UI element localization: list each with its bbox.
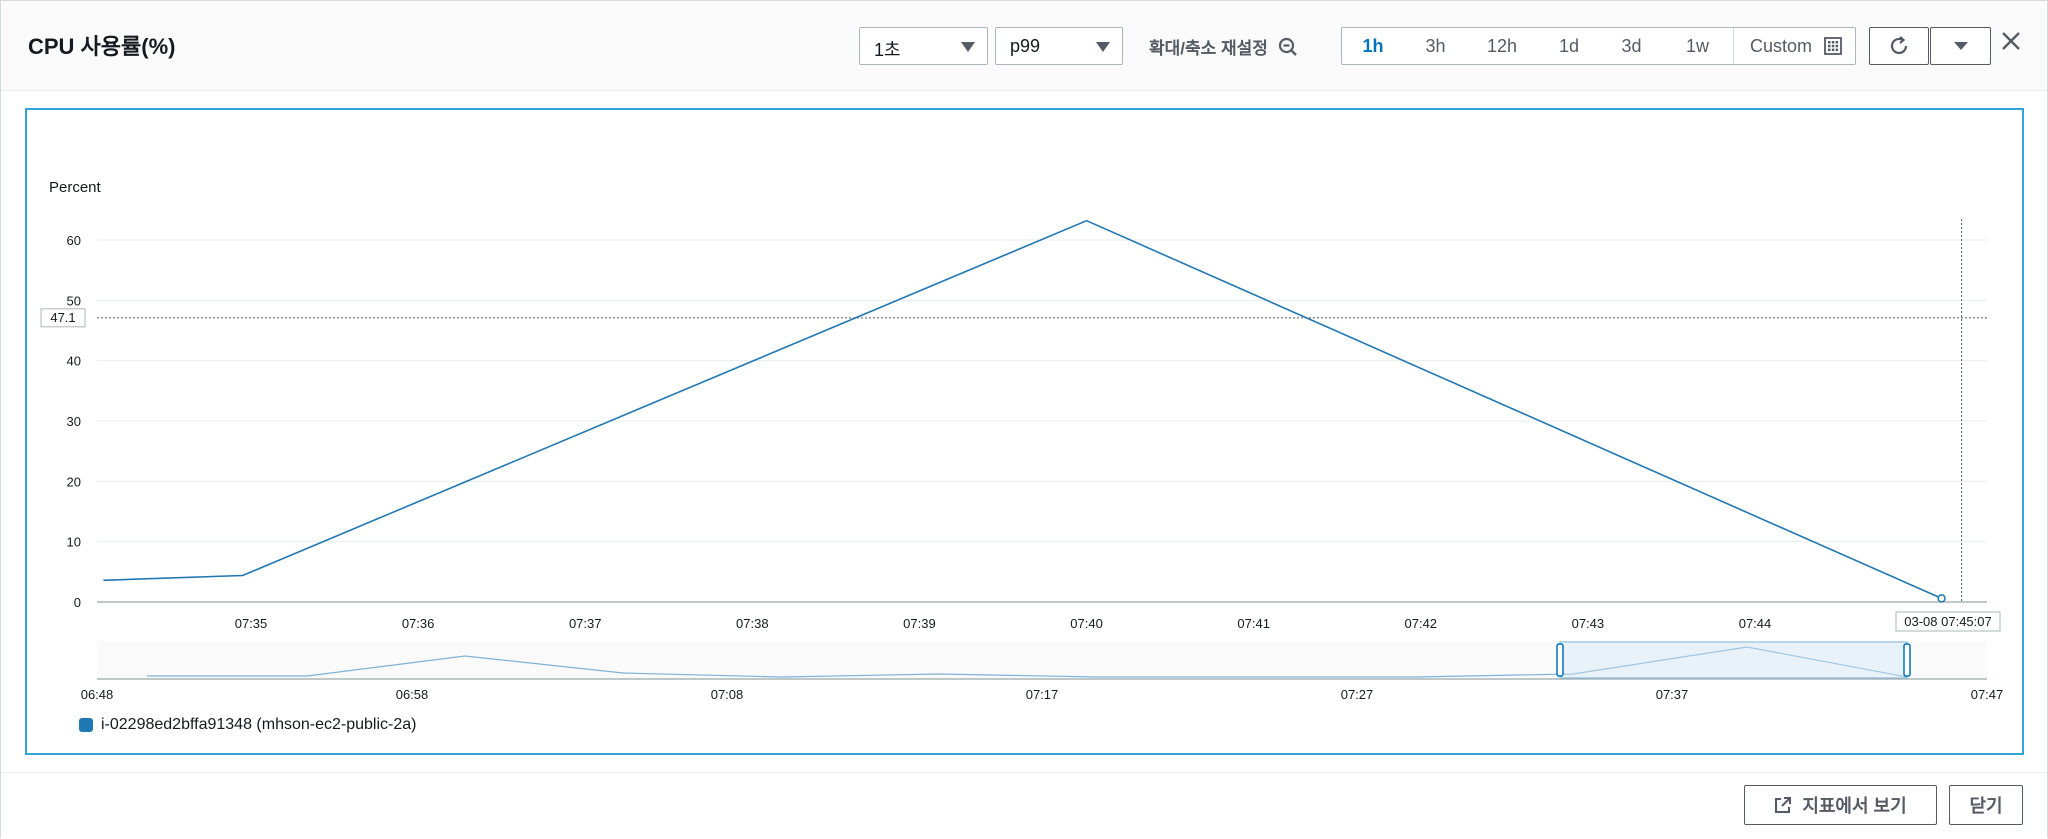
overview-series-line [147, 646, 1908, 678]
series-line[interactable] [103, 219, 1942, 600]
y-tick-label: 20 [67, 474, 81, 489]
range-1h[interactable]: 1h [1362, 35, 1384, 56]
y-axis-ticks: 0 10 20 30 40 50 60 [67, 233, 81, 610]
grid [97, 239, 1987, 603]
x-tick-label: 07:38 [736, 616, 769, 631]
external-link-icon [1775, 797, 1792, 813]
view-in-metrics-button[interactable]: 지표에서 보기 [1744, 785, 1937, 825]
crosshair-value-badge: 47.1 [40, 308, 86, 328]
y-axis-label: Percent [49, 179, 102, 196]
caret-down-icon [961, 42, 975, 52]
x-tick-label: 07:39 [903, 616, 936, 631]
crosshair-time-badge: 03-08 07:45:07 [1895, 611, 2001, 632]
y-tick-label: 0 [74, 595, 81, 610]
refresh-icon [1890, 36, 1908, 55]
overview-tick-label: 07:08 [711, 687, 744, 702]
x-tick-label: 07:44 [1739, 616, 1772, 631]
y-tick-label: 30 [67, 414, 81, 429]
range-3d[interactable]: 3d [1621, 35, 1642, 56]
overview-handle-left[interactable] [1556, 643, 1564, 677]
caret-down-icon [1096, 42, 1110, 52]
overview-tick-label: 06:48 [81, 687, 114, 702]
calendar-icon [1824, 37, 1842, 55]
overview-tick-label: 06:58 [396, 687, 429, 702]
x-tick-label: 07:43 [1572, 616, 1605, 631]
x-tick-label: 07:35 [235, 616, 268, 631]
overview-selection[interactable] [1559, 641, 1908, 679]
x-tick-label: 07:41 [1237, 616, 1270, 631]
statistic-select-value: p99 [1010, 36, 1041, 56]
y-tick-label: 40 [67, 354, 81, 369]
time-range-group: 1h 3h 12h 1d 3d 1w Custom [1341, 27, 1856, 65]
x-tick-label: 07:37 [569, 616, 602, 631]
crosshair-value: 47.1 [50, 310, 75, 325]
y-tick-label: 10 [67, 535, 81, 550]
overview-tick-label: 07:47 [1971, 687, 2004, 702]
period-select-value: 1초 [874, 40, 901, 60]
refresh-options-button[interactable] [1930, 27, 1991, 65]
x-tick-label: 07:40 [1070, 616, 1103, 631]
caret-down-icon [1953, 42, 1968, 50]
range-custom-label: Custom [1750, 35, 1813, 56]
overview-tick-label: 07:27 [1341, 687, 1374, 702]
range-1w[interactable]: 1w [1685, 35, 1709, 56]
x-tick-label: 07:36 [402, 616, 435, 631]
period-select[interactable]: 1초 [859, 27, 988, 65]
modal-title: CPU 사용률(%) [28, 34, 176, 59]
series-point[interactable] [1937, 594, 1946, 603]
overview-tick-label: 07:17 [1026, 687, 1059, 702]
statistic-select[interactable]: p99 [995, 27, 1123, 65]
view-in-metrics-label: 지표에서 보기 [1802, 796, 1907, 816]
overview-ticks: 06:48 06:58 07:08 07:17 07:27 07:37 07:47 [81, 687, 2004, 702]
zoom-out-icon [1278, 37, 1297, 56]
legend-label: i-02298ed2bffa91348 (mhson-ec2-public-2a… [101, 716, 417, 733]
x-axis-ticks: 07:35 07:36 07:37 07:38 07:39 07:40 07:41 07:42… [235, 616, 1772, 631]
range-1d[interactable]: 1d [1558, 35, 1580, 56]
zoom-reset-button[interactable]: 확대/축소 재설정 [1149, 34, 1298, 59]
y-tick-label: 50 [67, 293, 81, 308]
modal-footer [1, 772, 2047, 839]
y-tick-label: 60 [67, 233, 81, 248]
chart-legend[interactable]: i-02298ed2bffa91348 (mhson-ec2-public-2a… [79, 716, 416, 734]
range-custom[interactable]: Custom [1733, 28, 1855, 64]
close-icon[interactable] [1997, 27, 2025, 55]
range-3h[interactable]: 3h [1425, 35, 1446, 56]
legend-swatch [79, 718, 93, 732]
zoom-reset-label: 확대/축소 재설정 [1149, 39, 1268, 58]
overview-tick-label: 07:37 [1656, 687, 1689, 702]
modal-header: CPU 사용률(%) 1초 p99 확대/축소 재설정 1h 3h 12h 1d… [1, 1, 2047, 91]
chart-frame: Percent 0 10 20 30 40 50 60 07:35 07:36 07:37 07:… [25, 108, 2024, 755]
crosshair-time: 03-08 07:45:07 [1904, 614, 1991, 629]
x-tick-label: 07:42 [1405, 616, 1438, 631]
overview-navigator[interactable] [97, 641, 1987, 680]
close-button-label: 닫기 [1969, 796, 2003, 816]
close-button[interactable]: 닫기 [1949, 785, 2023, 825]
refresh-button[interactable] [1869, 27, 1929, 65]
overview-handle-right[interactable] [1903, 643, 1911, 677]
range-12h[interactable]: 12h [1486, 35, 1518, 56]
